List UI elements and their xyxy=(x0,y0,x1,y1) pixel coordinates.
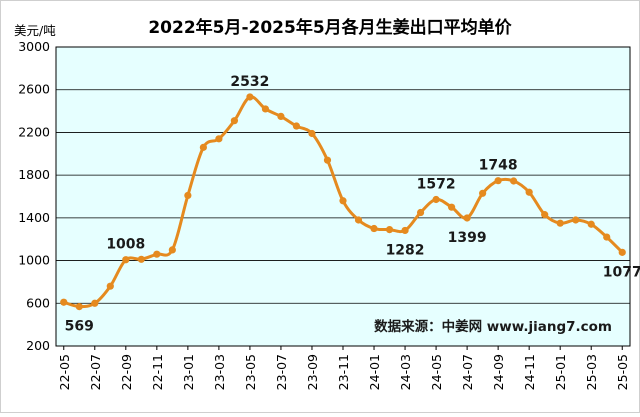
y-tick-label: 3000 xyxy=(18,39,50,54)
data-point xyxy=(75,302,83,311)
x-tick-label: 24-11 xyxy=(522,354,537,390)
x-tick-label: 23-07 xyxy=(274,354,289,390)
data-point xyxy=(416,208,425,217)
x-tick-label: 22-09 xyxy=(119,354,134,390)
data-point xyxy=(339,197,347,205)
x-tick-label: 23-03 xyxy=(212,354,227,390)
data-point xyxy=(354,216,363,224)
y-tick-label: 1800 xyxy=(18,167,50,182)
y-tick-label: 2600 xyxy=(18,82,50,97)
data-point xyxy=(199,143,207,151)
data-labels: 569 1008 2532 1282 1572 1399 1748 1077 xyxy=(65,74,640,335)
data-point xyxy=(603,233,611,241)
x-tick-label: 24-03 xyxy=(398,354,413,390)
data-label: 1572 xyxy=(417,176,456,192)
data-point xyxy=(463,214,471,222)
data-point xyxy=(385,226,394,234)
x-tick-label: 23-09 xyxy=(305,354,320,390)
gridlines xyxy=(55,46,630,347)
x-tick-label: 25-01 xyxy=(553,354,568,390)
x-tick-labels: 22-05 22-07 22-09 22-11 23-01 23-03 23-05 23-07… xyxy=(57,346,630,390)
data-point xyxy=(618,248,626,256)
data-label: 1282 xyxy=(386,242,425,258)
series-layer xyxy=(60,93,626,311)
data-point xyxy=(246,93,254,101)
x-tick-label: 24-09 xyxy=(491,354,506,390)
data-point xyxy=(106,282,114,290)
data-point xyxy=(91,299,99,307)
x-tick-label: 23-11 xyxy=(336,354,351,390)
data-point xyxy=(261,105,270,113)
data-point xyxy=(447,203,456,211)
data-point xyxy=(541,211,549,219)
x-tick-label: 22-11 xyxy=(150,354,165,390)
data-label: 1008 xyxy=(106,237,145,253)
x-tick-label: 25-03 xyxy=(584,354,599,390)
y-tick-labels: 200 600 1000 1400 1800 2200 2600 3000 xyxy=(18,39,50,353)
x-tick-label: 24-01 xyxy=(367,354,382,390)
data-point xyxy=(153,250,161,258)
data-point xyxy=(401,226,409,235)
data-point xyxy=(215,135,223,143)
data-label: 1399 xyxy=(448,230,487,246)
data-label: 2532 xyxy=(230,74,269,90)
x-tick-label: 22-07 xyxy=(88,354,103,390)
data-point xyxy=(587,220,595,228)
y-tick-label: 600 xyxy=(26,295,50,310)
data-point xyxy=(479,189,487,197)
x-tick-label: 23-05 xyxy=(243,354,258,390)
y-tick-label: 1000 xyxy=(18,253,50,268)
y-axis-label: 美元/吨 xyxy=(14,23,56,38)
data-label: 1077 xyxy=(603,264,640,280)
plot-area xyxy=(55,46,631,347)
data-point xyxy=(184,191,192,200)
x-tick-label: 23-01 xyxy=(181,354,196,390)
data-point xyxy=(510,177,518,185)
x-tick-label: 24-07 xyxy=(460,354,475,390)
data-point xyxy=(230,117,239,125)
data-label: 569 xyxy=(65,319,94,335)
y-tick-label: 200 xyxy=(26,338,50,353)
data-point xyxy=(168,246,176,254)
data-point xyxy=(572,216,580,224)
data-point xyxy=(122,256,130,264)
data-point xyxy=(60,298,68,306)
y-tick-label: 1400 xyxy=(18,210,50,225)
data-point xyxy=(525,188,533,196)
data-point xyxy=(277,112,285,121)
data-point xyxy=(137,255,145,263)
data-point xyxy=(370,224,378,233)
chart-title: 2022年5月-2025年5月各月生姜出口平均单价 xyxy=(148,17,512,38)
x-tick-label: 24-05 xyxy=(429,354,444,390)
x-tick-label: 22-05 xyxy=(57,354,72,390)
source-note: 数据来源：中姜网 www.jiang7.com xyxy=(374,318,612,335)
data-point xyxy=(556,219,564,227)
data-point xyxy=(494,177,502,185)
data-point xyxy=(432,195,440,204)
data-label: 1748 xyxy=(479,158,518,174)
data-point xyxy=(308,129,316,138)
x-tick-label: 25-05 xyxy=(615,354,630,390)
y-tick-label: 2200 xyxy=(18,124,50,139)
data-point xyxy=(292,122,301,130)
data-point xyxy=(323,156,332,164)
